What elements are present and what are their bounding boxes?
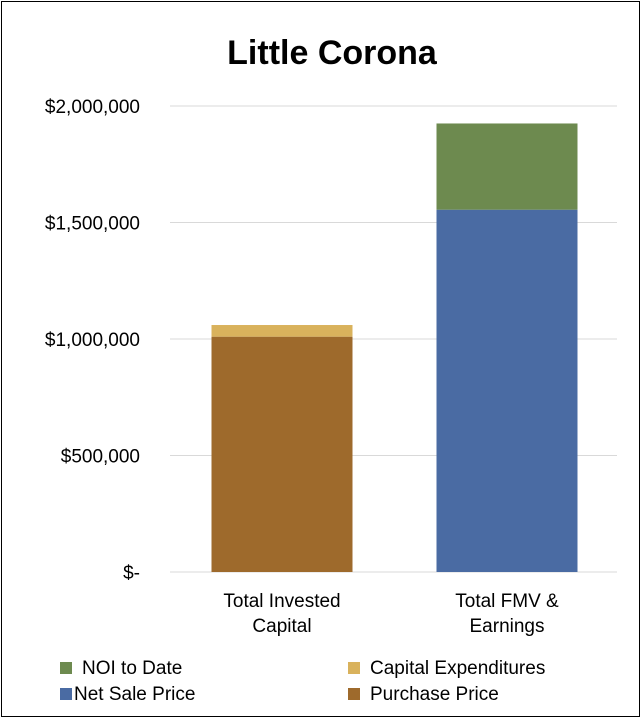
legend-label: Net Sale Price: [74, 684, 195, 705]
x-category-label: Total Invested Capital: [223, 591, 340, 637]
bar-net-sale-price: [436, 209, 578, 572]
legend-swatch: [348, 662, 360, 674]
y-tick-label: $500,000: [61, 447, 140, 468]
x-category-label: Total FMV & Earnings: [455, 591, 559, 637]
bars: [211, 123, 578, 572]
legend-label: Capital Expenditures: [370, 658, 545, 679]
legend-swatch: [348, 688, 360, 700]
y-tick-label: $1,000,000: [45, 330, 140, 351]
y-tick-label: $1,500,000: [45, 214, 140, 235]
legend-label: NOI to Date: [82, 658, 182, 679]
bar-noi-to-date: [436, 123, 578, 210]
bar-purchase-price: [211, 336, 353, 572]
chart-title: Little Corona: [227, 34, 438, 72]
legend-swatch: [60, 688, 72, 700]
y-tick-label: $-: [123, 563, 140, 584]
y-tick-label: $2,000,000: [45, 97, 140, 118]
y-axis-tick-labels: $- $500,000 $1,000,000 $1,500,000 $2,000,000: [45, 97, 140, 584]
legend: NOI to Date Capital Expenditures Net Sale …: [60, 658, 545, 705]
x-axis-category-labels: Total Invested Capital Total FMV & Earnings: [223, 591, 559, 637]
bar-capital-expenditures: [211, 325, 353, 337]
legend-swatch: [60, 662, 72, 674]
legend-label: Purchase Price: [370, 684, 499, 705]
